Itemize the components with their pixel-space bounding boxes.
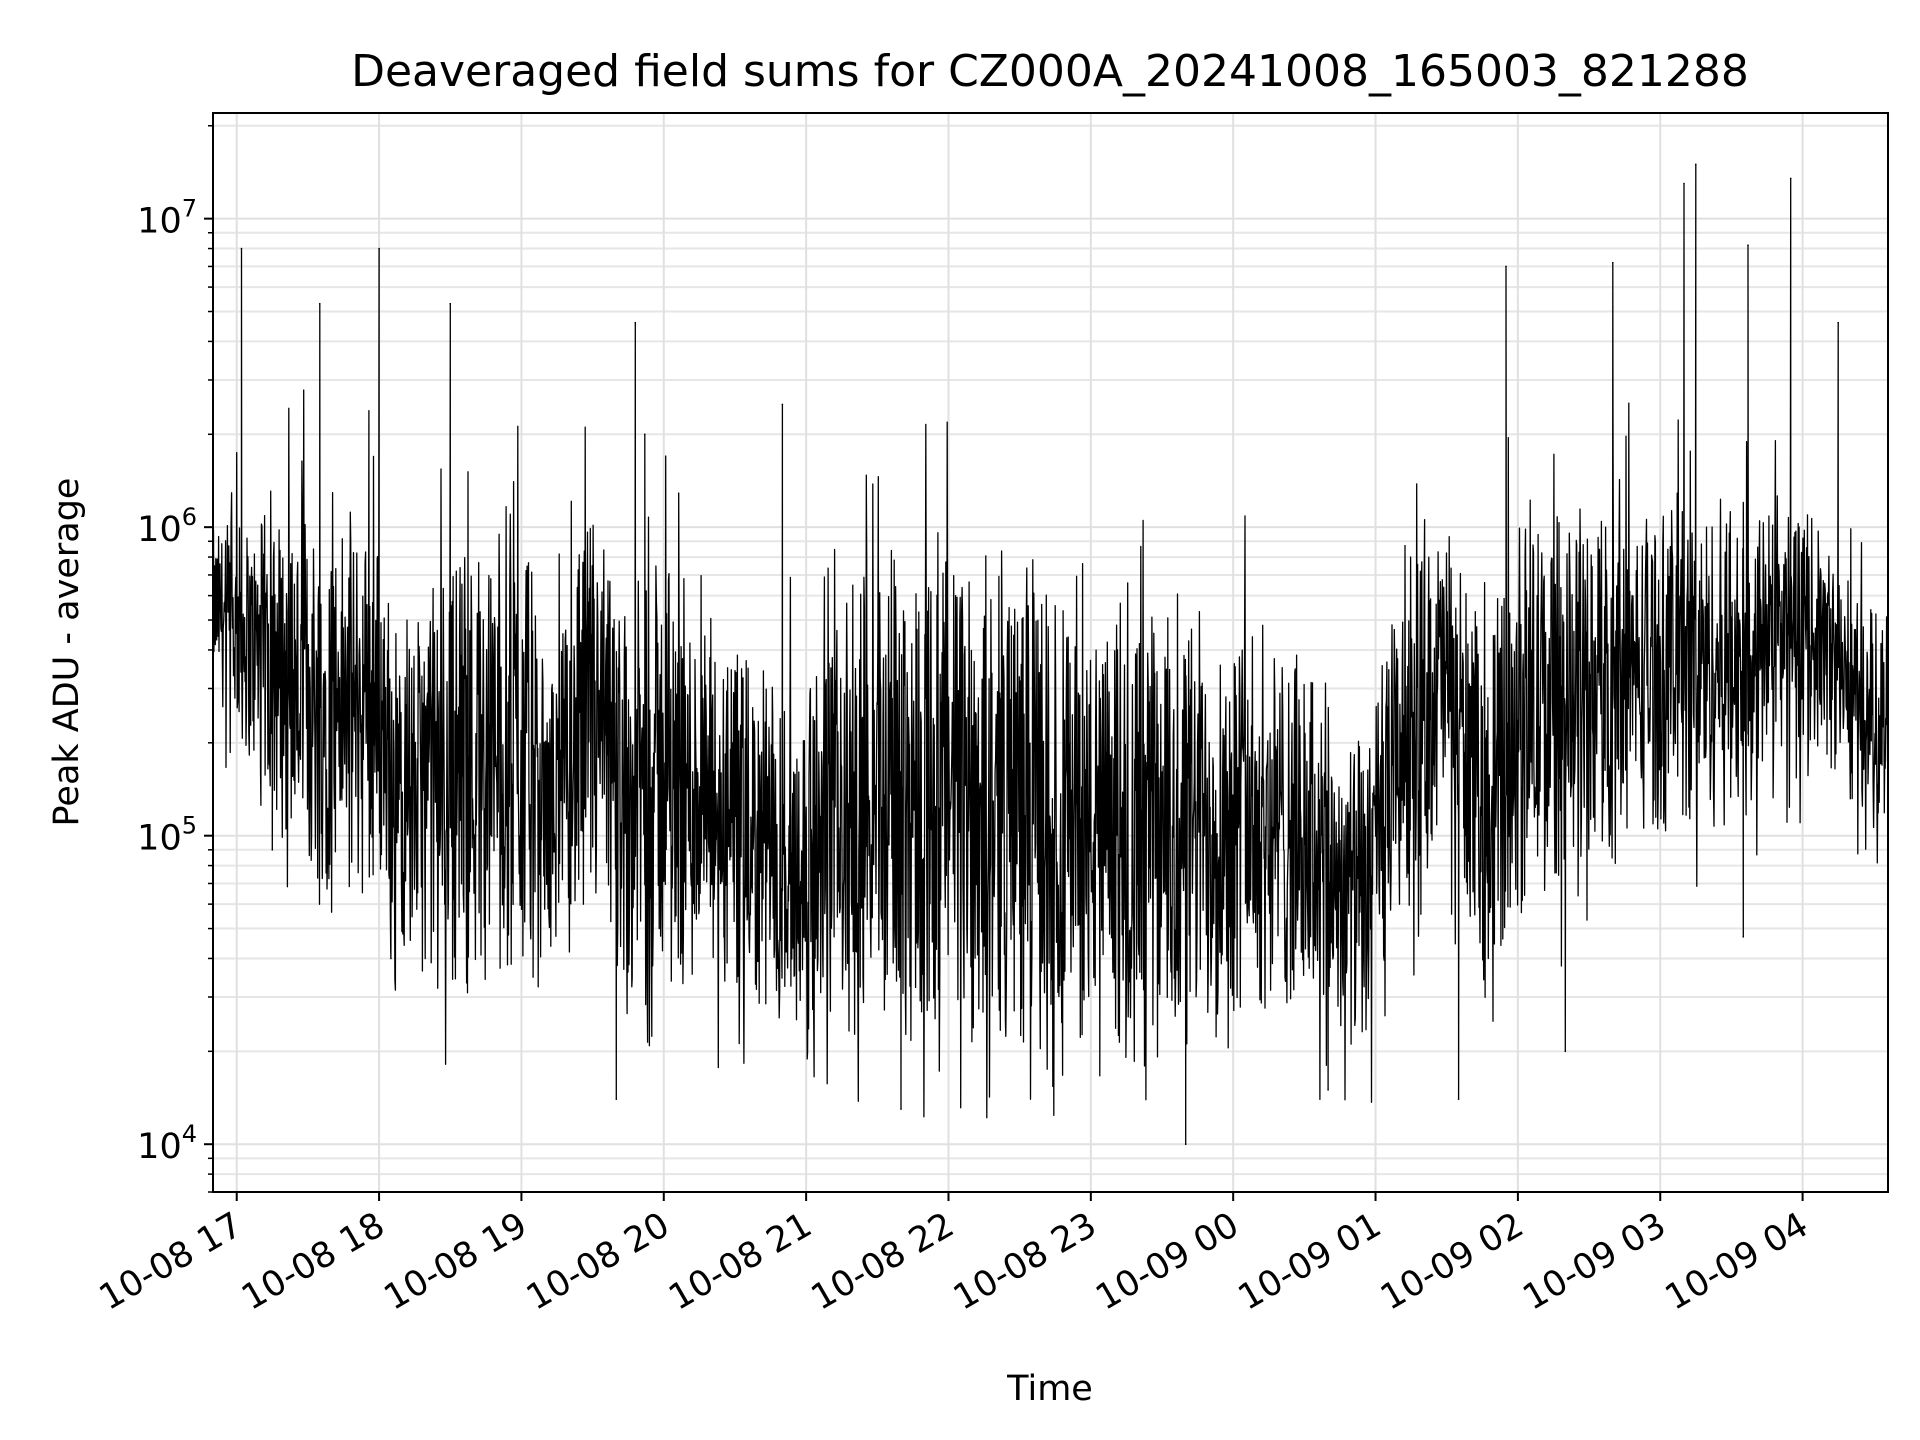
y-tick-label: 105 — [137, 812, 197, 859]
y-tick-label: 107 — [137, 195, 197, 242]
series-line — [212, 163, 1889, 1145]
dip-point — [271, 849, 274, 851]
spike-point — [1683, 182, 1685, 185]
spike-point — [1837, 321, 1839, 324]
spike-point — [643, 433, 646, 436]
chart-title: Deaveraged field sums for CZ000A_2024100… — [351, 46, 1749, 97]
dip-point — [615, 1098, 618, 1100]
data-series — [212, 163, 1889, 1146]
y-tick-label: 106 — [137, 503, 197, 550]
plot-area — [212, 112, 1889, 1193]
dip-point — [1564, 1050, 1567, 1053]
y-tick-exponent: 7 — [182, 195, 197, 223]
y-tick-base: 10 — [137, 510, 182, 550]
dip-point — [390, 957, 392, 960]
dip-point — [900, 1108, 902, 1110]
y-tick-exponent: 6 — [182, 503, 197, 531]
dip-point — [1457, 1098, 1460, 1100]
spike-point — [240, 247, 243, 250]
y-tick-base: 10 — [137, 202, 182, 242]
spike-point — [1611, 261, 1614, 264]
spike-point — [449, 302, 452, 305]
x-axis-label: Time — [1006, 1369, 1093, 1409]
spike-point — [634, 321, 637, 324]
dip-point — [1184, 1143, 1187, 1146]
y-axis-label: Peak ADU - average — [47, 478, 87, 827]
spike-point — [378, 247, 380, 250]
spike-point — [1695, 163, 1697, 166]
y-tick-base: 10 — [137, 819, 182, 859]
spike-point — [1789, 177, 1792, 180]
y-tick-base: 10 — [137, 1127, 182, 1167]
y-tick-label: 104 — [137, 1120, 197, 1167]
dip-point — [1327, 1089, 1329, 1091]
dip-point — [1742, 936, 1745, 938]
y-tick-exponent: 4 — [182, 1120, 197, 1148]
spike-point — [1505, 265, 1507, 268]
y-tick-exponent: 5 — [182, 812, 197, 840]
spike-point — [1747, 244, 1749, 247]
spike-point — [318, 302, 321, 305]
plot-frame — [212, 112, 1889, 1193]
spike-point — [781, 403, 784, 406]
